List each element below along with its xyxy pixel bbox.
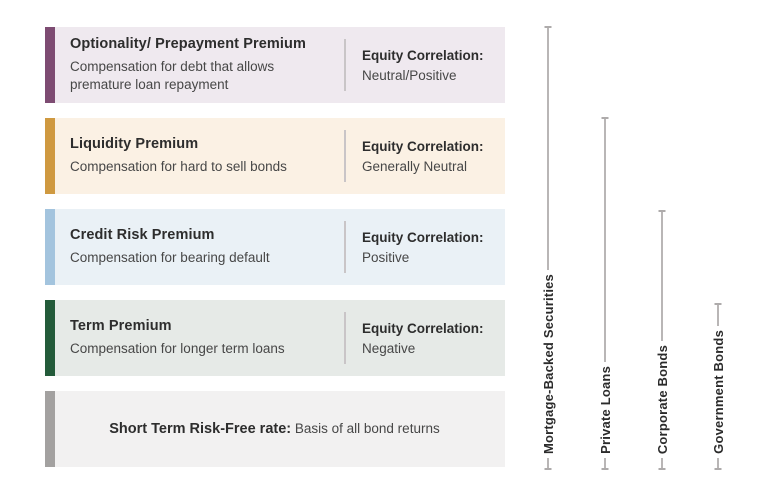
equity-correlation-value: Positive — [362, 249, 410, 265]
card-credit-risk-premium: Credit Risk Premium Compensation for bea… — [45, 209, 505, 285]
equity-correlation-panel: Equity Correlation: Generally Neutral — [344, 130, 505, 182]
card-title: Credit Risk Premium — [70, 227, 215, 244]
accent-bar — [45, 300, 55, 376]
accent-bar — [45, 27, 55, 103]
card-body: Short Term Risk-Free rate: Basis of all … — [55, 391, 505, 467]
equity-correlation-label: Equity Correlation: — [362, 138, 484, 154]
measure-corporate-bonds: Corporate Bonds — [651, 210, 673, 470]
measure-label: Private Loans — [597, 366, 613, 454]
measure-government-bonds: Government Bonds — [707, 303, 729, 470]
measure-label: Government Bonds — [710, 330, 726, 454]
card-body: Optionality/ Prepayment Premium Compensa… — [55, 27, 344, 103]
accent-bar — [45, 118, 55, 194]
card-description: Compensation for longer term loans — [70, 341, 285, 357]
measure-line-bottom — [604, 458, 606, 470]
equity-correlation-value: Generally Neutral — [362, 158, 468, 174]
equity-correlation-label: Equity Correlation: — [362, 47, 484, 63]
card-body: Term Premium Compensation for longer ter… — [55, 300, 344, 376]
card-body: Liquidity Premium Compensation for hard … — [55, 118, 344, 194]
card-description: Compensation for hard to sell bonds — [70, 159, 287, 175]
equity-correlation-value: Neutral/Positive — [362, 67, 457, 83]
card-description: Basis of all bond returns — [294, 420, 440, 436]
accent-bar — [45, 391, 55, 467]
measure-line-top — [717, 303, 719, 327]
card-inline-text: Short Term Risk-Free rate: Basis of all … — [109, 420, 439, 439]
measure-line-top — [604, 117, 606, 363]
equity-correlation-label: Equity Correlation: — [362, 320, 484, 336]
measure-line-bottom — [661, 458, 663, 470]
card-short-term-risk-free-rate: Short Term Risk-Free rate: Basis of all … — [45, 391, 505, 467]
accent-bar — [45, 209, 55, 285]
card-optionality-prepayment-premium: Optionality/ Prepayment Premium Compensa… — [45, 27, 505, 103]
measure-line-top — [547, 26, 549, 270]
card-description: Compensation for debt that allows premat… — [70, 59, 275, 92]
measure-label: Corporate Bonds — [654, 344, 670, 454]
measure-line-top — [661, 210, 663, 341]
measure-label: Mortgage-Backed Securities — [540, 273, 556, 454]
card-term-premium: Term Premium Compensation for longer ter… — [45, 300, 505, 376]
card-liquidity-premium: Liquidity Premium Compensation for hard … — [45, 118, 505, 194]
measure-line-bottom — [717, 458, 719, 470]
card-description: Compensation for bearing default — [70, 250, 270, 266]
measure-private-loans: Private Loans — [594, 117, 616, 470]
card-title: Optionality/ Prepayment Premium — [70, 36, 306, 53]
card-title: Liquidity Premium — [70, 136, 199, 153]
measure-mortgage-backed-securities: Mortgage-Backed Securities — [537, 26, 559, 470]
card-title: Short Term Risk-Free rate: — [109, 420, 292, 437]
equity-correlation-value: Negative — [362, 340, 416, 356]
equity-correlation-panel: Equity Correlation: Positive — [344, 221, 505, 273]
equity-correlation-label: Equity Correlation: — [362, 229, 484, 245]
equity-correlation-panel: Equity Correlation: Neutral/Positive — [344, 39, 505, 91]
measure-line-bottom — [547, 458, 549, 470]
equity-correlation-panel: Equity Correlation: Negative — [344, 312, 505, 364]
card-title: Term Premium — [70, 318, 172, 335]
card-body: Credit Risk Premium Compensation for bea… — [55, 209, 344, 285]
